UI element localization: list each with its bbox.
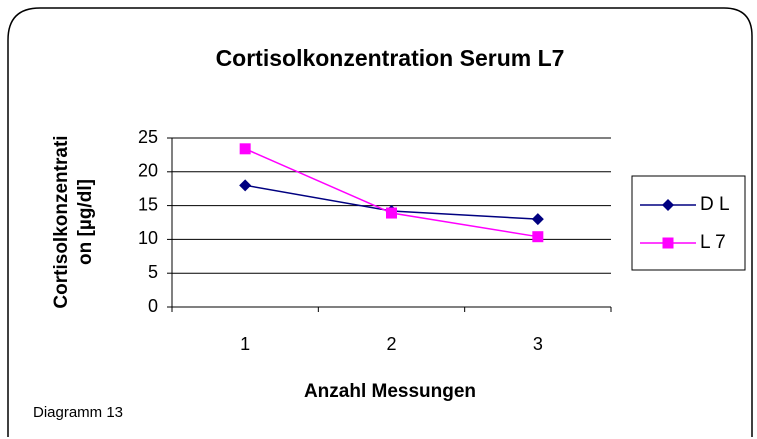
y-tick-label: 20 (138, 161, 158, 181)
legend-box (631, 175, 746, 271)
y-axis-label: Cortisolkonzentrati (51, 135, 72, 308)
x-tick-label: 2 (386, 334, 396, 354)
y-tick-label: 25 (138, 127, 158, 147)
x-tick-label: 1 (240, 334, 250, 354)
y-axis-label: on [µg/dl] (75, 179, 96, 265)
marker (662, 199, 674, 211)
marker (662, 237, 674, 249)
annotation: Diagramm 13 (33, 404, 123, 421)
x-axis-label: Anzahl Messungen (304, 381, 476, 402)
marker (239, 143, 251, 155)
marker (531, 213, 544, 226)
marker (532, 231, 544, 243)
legend-label: L 7 (700, 232, 726, 253)
y-tick-label: 15 (138, 194, 158, 214)
y-tick-label: 5 (148, 262, 158, 282)
chart-frame (7, 7, 753, 437)
x-tick-label: 3 (533, 334, 543, 354)
y-tick-label: 10 (138, 228, 158, 248)
marker (386, 207, 397, 219)
legend-label: D L (700, 194, 730, 215)
marker (239, 179, 252, 192)
y-tick-label: 0 (148, 296, 158, 316)
chart-title: Cortisolkonzentration Serum L7 (216, 45, 565, 71)
